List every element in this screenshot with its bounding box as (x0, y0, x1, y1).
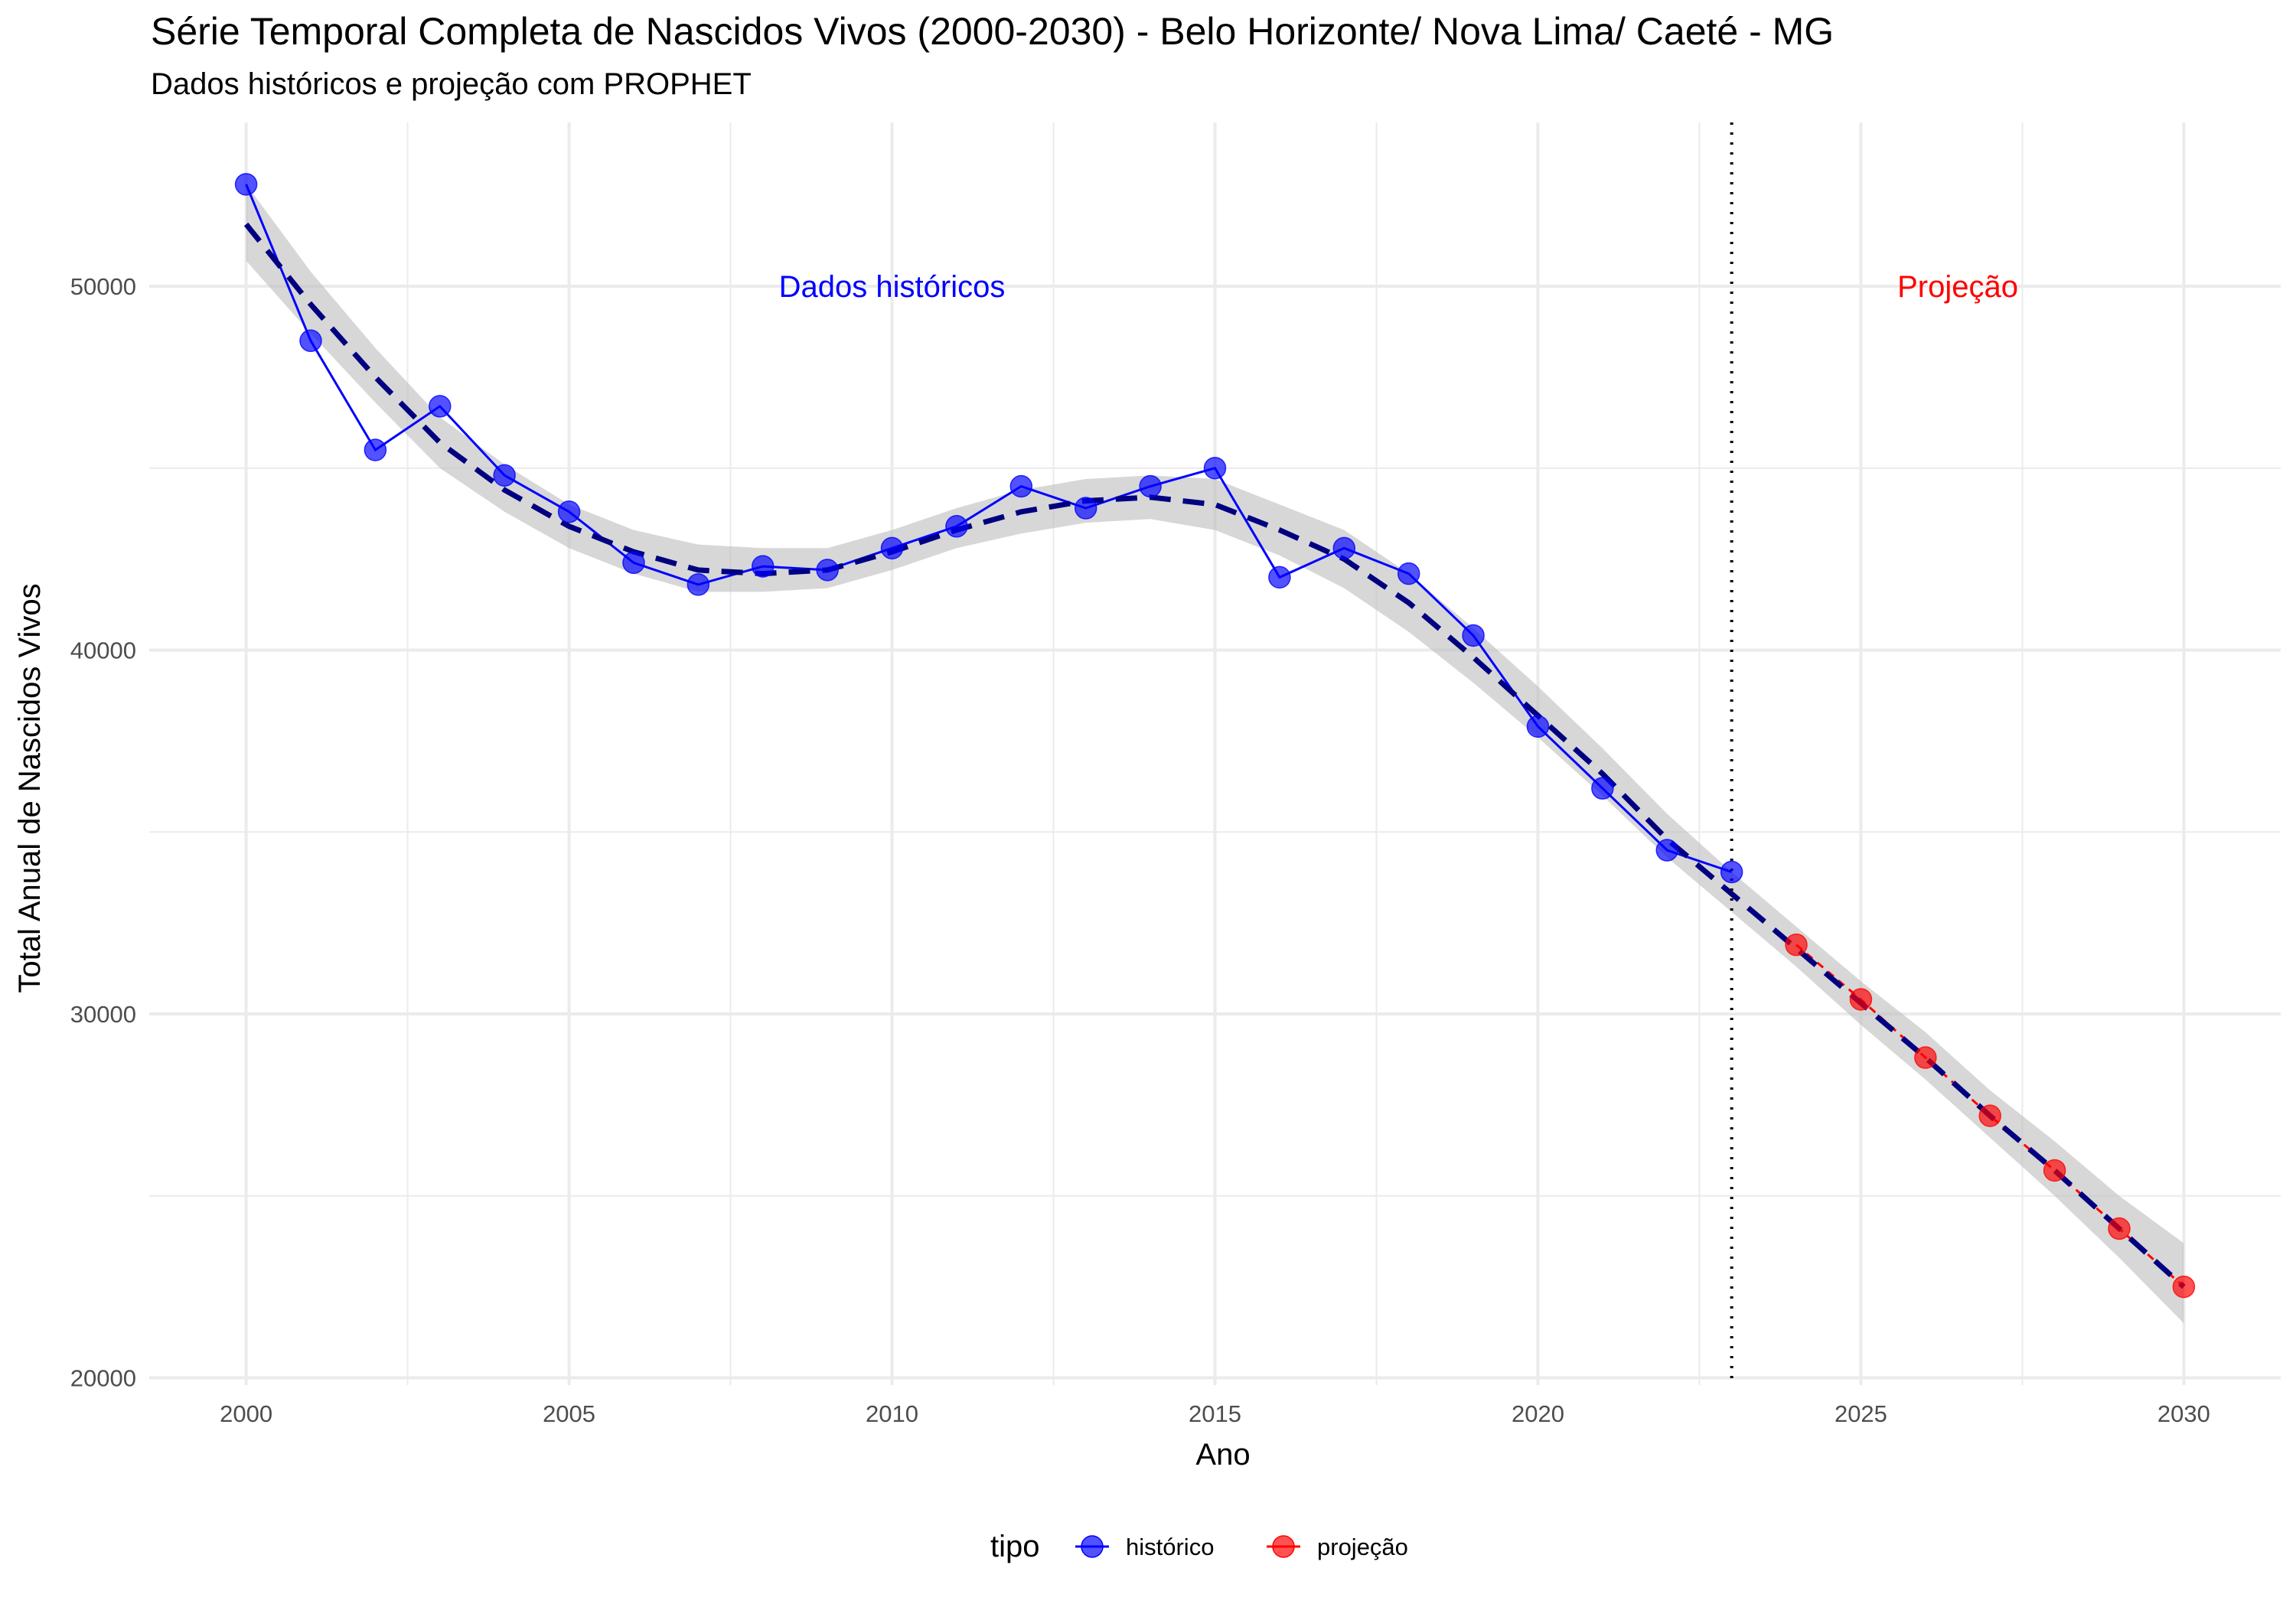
data-point-projecao (2043, 1159, 2066, 1182)
data-point-historico (429, 395, 452, 418)
data-point-projecao (2172, 1275, 2196, 1299)
data-point-historico (945, 515, 968, 538)
data-point-historico (1268, 566, 1291, 589)
data-point-historico (687, 573, 710, 596)
legend-key-point-projecao (1272, 1535, 1295, 1558)
x-tick-label: 2015 (1189, 1400, 1241, 1427)
y-tick-label: 40000 (70, 637, 136, 663)
series-line-historico (245, 184, 1733, 873)
x-tick-label: 2005 (543, 1400, 595, 1427)
grid-lines (149, 122, 2281, 1385)
data-point-historico (816, 559, 839, 582)
y-axis-title: Total Anual de Nascidos Vivos (13, 583, 47, 993)
axis-ticks: 2000 2005 2010 2015 2020 2025 2030 20000 30000 40… (70, 273, 2210, 1427)
legend: tipo histórico projeção (990, 1530, 1408, 1563)
data-point-historico (1009, 474, 1033, 498)
data-point-historico (1139, 474, 1162, 498)
data-point-historico (1203, 456, 1227, 480)
y-tick-label: 20000 (70, 1364, 136, 1391)
data-point-historico (299, 329, 322, 353)
legend-items: histórico projeção (1075, 1534, 1408, 1560)
data-point-historico (1655, 839, 1679, 862)
data-point-historico (493, 464, 516, 487)
data-point-projecao (1978, 1104, 2001, 1127)
region-annotations: Dados históricos Projeção (779, 270, 2018, 304)
data-point-projecao (1914, 1046, 1937, 1069)
legend-label-projecao: projeção (1317, 1534, 1408, 1560)
x-tick-label: 2020 (1512, 1400, 1564, 1427)
annotation-projection: Projeção (1897, 270, 2018, 304)
legend-key-point-historico (1081, 1535, 1104, 1558)
y-tick-label: 50000 (70, 273, 136, 300)
data-point-projecao (1785, 933, 1808, 957)
data-point-historico (751, 555, 775, 578)
annotation-historic: Dados históricos (779, 270, 1006, 304)
data-point-historico (234, 173, 258, 196)
data-point-historico (557, 500, 581, 523)
x-tick-label: 2025 (1835, 1400, 1887, 1427)
data-point-historico (880, 536, 904, 560)
x-tick-label: 2000 (220, 1400, 272, 1427)
data-point-historico (1332, 536, 1356, 560)
legend-title: tipo (990, 1530, 1040, 1563)
data-point-historico (1591, 777, 1614, 800)
data-point-historico (1397, 562, 1420, 585)
y-tick-label: 30000 (70, 1001, 136, 1028)
data-point-historico (364, 438, 387, 461)
data-point-historico (1720, 860, 1743, 884)
x-tick-label: 2030 (2157, 1400, 2210, 1427)
x-tick-label: 2010 (866, 1400, 918, 1427)
data-points (234, 173, 2196, 1299)
chart-subtitle: Dados históricos e projeção com PROPHET (151, 67, 752, 101)
data-point-projecao (1849, 988, 1873, 1011)
data-point-historico (1074, 497, 1097, 520)
data-point-projecao (2108, 1217, 2131, 1240)
data-point-historico (1526, 715, 1550, 738)
x-axis-title: Ano (1195, 1438, 1250, 1472)
chart-title: Série Temporal Completa de Nascidos Vivo… (151, 10, 1835, 53)
data-point-historico (622, 551, 645, 575)
data-point-historico (1462, 624, 1485, 647)
legend-label-historico: histórico (1126, 1534, 1214, 1560)
